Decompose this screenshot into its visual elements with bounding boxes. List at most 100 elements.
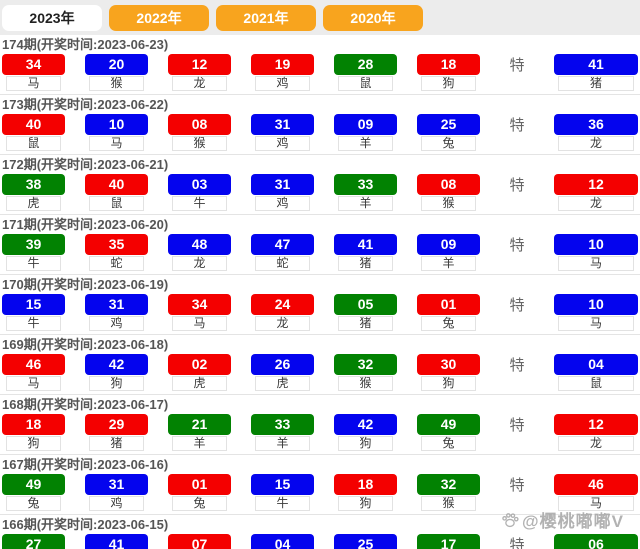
ball-zodiac: 龙 [558, 196, 634, 211]
ball: 04 鼠 [251, 534, 314, 549]
ball-number: 34 [2, 54, 65, 75]
year-tab[interactable]: 2021年 [216, 4, 316, 31]
ball-zodiac: 马 [558, 496, 634, 511]
period-label: 168期(开奖时间:2023-06-17) [2, 397, 169, 412]
draw-row: 15 牛 31 鸡 34 马 24 龙 05 猪 01 兔 特 10 马 [0, 294, 640, 331]
ball-number: 30 [417, 354, 480, 375]
ball-zodiac: 牛 [172, 196, 227, 211]
ball: 21 羊 [168, 414, 231, 451]
ball-number: 46 [554, 474, 638, 495]
ball-number: 07 [168, 534, 231, 549]
ball: 49 兔 [417, 414, 480, 451]
ball-zodiac: 鼠 [89, 196, 144, 211]
ball: 28 鼠 [334, 54, 397, 91]
ball-number: 01 [168, 474, 231, 495]
ball-zodiac: 龙 [558, 436, 634, 451]
ball-number: 10 [85, 114, 148, 135]
ball-number: 05 [334, 294, 397, 315]
ball: 12 龙 [168, 54, 231, 91]
ball-zodiac: 猴 [421, 496, 476, 511]
ball: 30 狗 [417, 354, 480, 391]
ball-zodiac: 龙 [172, 76, 227, 91]
year-tab[interactable]: 2023年 [2, 4, 102, 31]
special-marker-label: 特 [509, 297, 525, 314]
year-tab[interactable]: 2020年 [323, 4, 423, 31]
ball-number: 17 [417, 534, 480, 549]
ball-number: 31 [251, 114, 314, 135]
ball-number: 09 [334, 114, 397, 135]
ball: 01 兔 [168, 474, 231, 511]
ball-number: 24 [251, 294, 314, 315]
year-tabbar: 2023年 2022年 2021年 2020年 [0, 0, 640, 35]
ball: 18 狗 [334, 474, 397, 511]
ball: 34 马 [168, 294, 231, 331]
ball-number: 09 [417, 234, 480, 255]
ball: 15 牛 [251, 474, 314, 511]
period-label: 167期(开奖时间:2023-06-16) [2, 457, 169, 472]
draw-block: 167期(开奖时间:2023-06-16) 49 兔 31 鸡 01 兔 15 … [0, 455, 640, 515]
special-ball: 12 龙 [554, 414, 638, 451]
ball-zodiac: 虎 [6, 196, 61, 211]
draw-block: 169期(开奖时间:2023-06-18) 46 马 42 狗 02 虎 26 … [0, 335, 640, 395]
ball: 24 龙 [251, 294, 314, 331]
ball: 18 狗 [2, 414, 65, 451]
ball-number: 18 [2, 414, 65, 435]
period-label: 173期(开奖时间:2023-06-22) [2, 97, 169, 112]
ball-zodiac: 羊 [255, 436, 310, 451]
ball: 08 猴 [168, 114, 231, 151]
ball-number: 41 [85, 534, 148, 549]
ball-number: 04 [554, 354, 638, 375]
ball-zodiac: 马 [6, 376, 61, 391]
ball: 33 羊 [334, 174, 397, 211]
ball-number: 25 [334, 534, 397, 549]
ball-zodiac: 狗 [421, 376, 476, 391]
special-ball: 06 狗 [554, 534, 638, 549]
ball-zodiac: 蛇 [89, 256, 144, 271]
draw-block: 166期(开奖时间:2023-06-15) 27 牛 41 猪 07 鸡 04 … [0, 515, 640, 549]
ball-number: 49 [2, 474, 65, 495]
ball-zodiac: 兔 [6, 496, 61, 511]
ball-zodiac: 蛇 [255, 256, 310, 271]
draw-row: 34 马 20 猴 12 龙 19 鸡 28 鼠 18 狗 特 41 猪 [0, 54, 640, 91]
ball: 34 马 [2, 54, 65, 91]
ball-zodiac: 鼠 [6, 136, 61, 151]
draw-block: 174期(开奖时间:2023-06-23) 34 马 20 猴 12 龙 19 … [0, 35, 640, 95]
ball-number: 25 [417, 114, 480, 135]
ball: 15 牛 [2, 294, 65, 331]
ball: 38 虎 [2, 174, 65, 211]
ball-number: 46 [2, 354, 65, 375]
ball-zodiac: 鸡 [89, 496, 144, 511]
ball-zodiac: 羊 [172, 436, 227, 451]
draw-block: 173期(开奖时间:2023-06-22) 40 鼠 10 马 08 猴 31 … [0, 95, 640, 155]
ball: 29 猪 [85, 414, 148, 451]
ball: 31 鸡 [85, 474, 148, 511]
draw-block: 172期(开奖时间:2023-06-21) 38 虎 40 鼠 03 牛 31 … [0, 155, 640, 215]
ball-number: 18 [417, 54, 480, 75]
ball: 40 鼠 [85, 174, 148, 211]
special-marker-label: 特 [509, 177, 525, 194]
ball-number: 29 [85, 414, 148, 435]
ball-zodiac: 猴 [338, 376, 393, 391]
ball-zodiac: 猪 [558, 76, 634, 91]
ball-zodiac: 兔 [421, 316, 476, 331]
ball-number: 08 [417, 174, 480, 195]
period-label: 166期(开奖时间:2023-06-15) [2, 517, 169, 532]
ball-zodiac: 鼠 [338, 76, 393, 91]
year-tab[interactable]: 2022年 [109, 4, 209, 31]
ball-zodiac: 鸡 [89, 316, 144, 331]
ball-number: 34 [168, 294, 231, 315]
draw-block: 170期(开奖时间:2023-06-19) 15 牛 31 鸡 34 马 24 … [0, 275, 640, 335]
ball-zodiac: 虎 [172, 376, 227, 391]
ball: 32 猴 [334, 354, 397, 391]
period-label: 170期(开奖时间:2023-06-19) [2, 277, 169, 292]
ball: 33 羊 [251, 414, 314, 451]
ball-zodiac: 猴 [172, 136, 227, 151]
ball-number: 33 [251, 414, 314, 435]
ball: 41 猪 [85, 534, 148, 549]
ball: 01 兔 [417, 294, 480, 331]
special-marker-label: 特 [509, 417, 525, 434]
draw-row: 38 虎 40 鼠 03 牛 31 鸡 33 羊 08 猴 特 12 龙 [0, 174, 640, 211]
ball-number: 15 [251, 474, 314, 495]
ball-number: 21 [168, 414, 231, 435]
